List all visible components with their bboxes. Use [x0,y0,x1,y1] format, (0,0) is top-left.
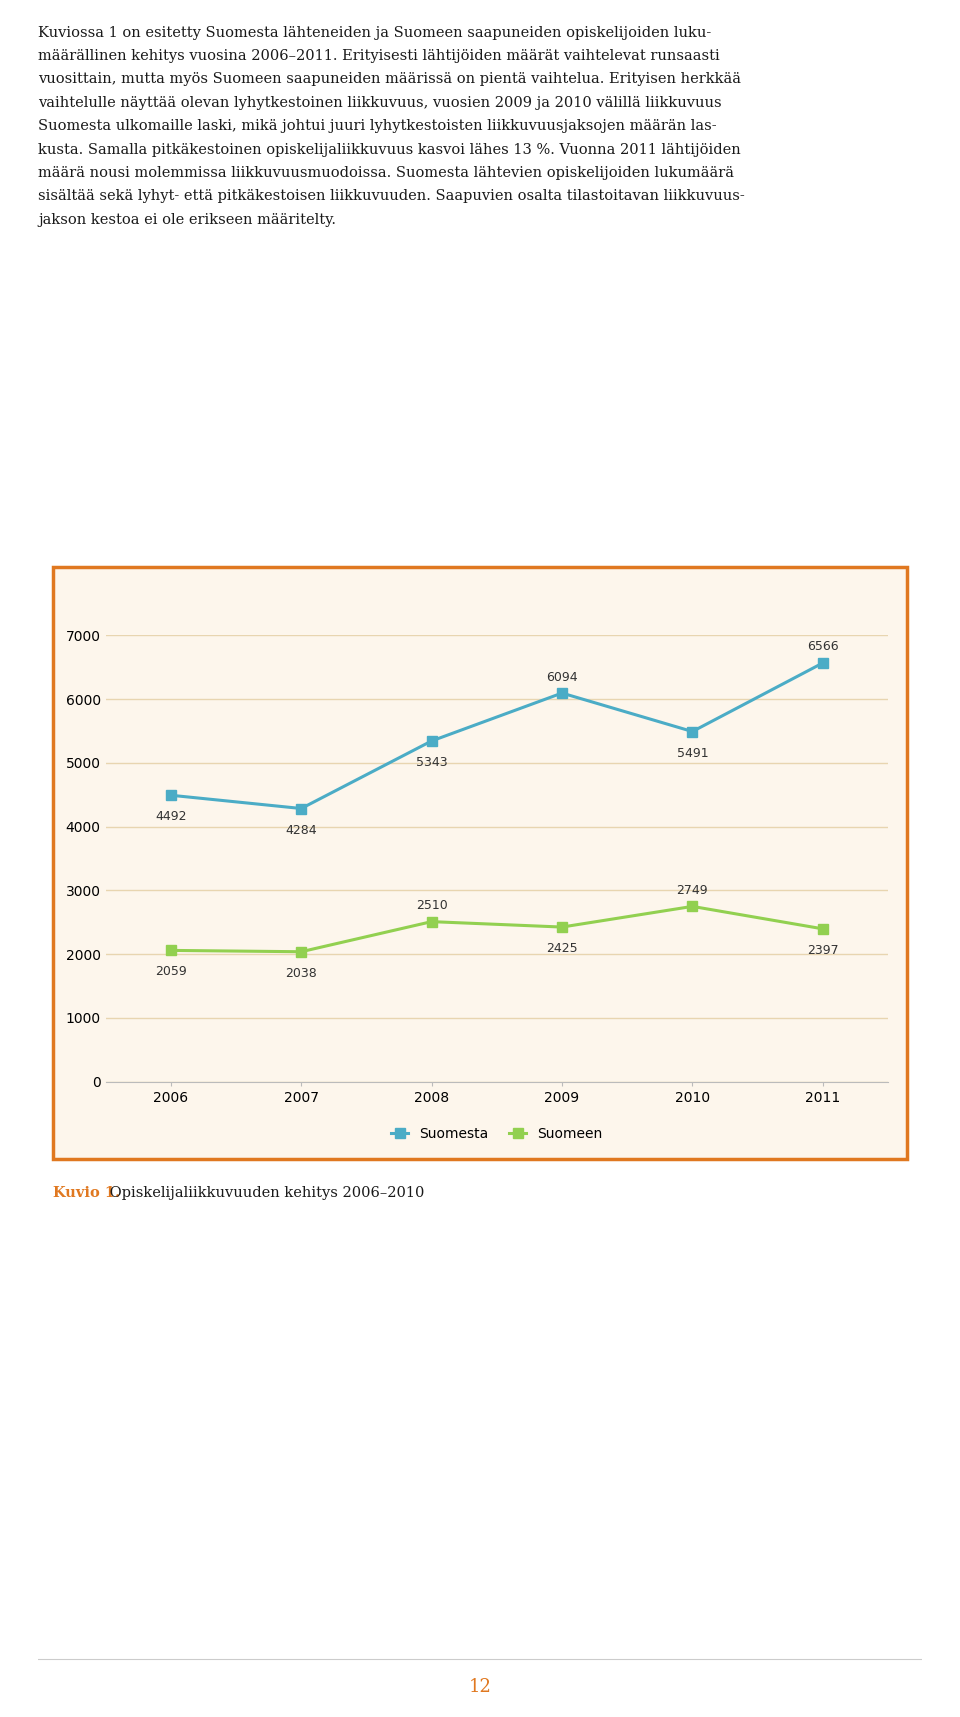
Text: 6094: 6094 [546,671,578,683]
Text: Opiskelijaliikkuvuuden kehitys 2006–2010: Opiskelijaliikkuvuuden kehitys 2006–2010 [106,1186,424,1200]
Legend: Suomesta, Suomeen: Suomesta, Suomeen [386,1121,608,1147]
Text: 2749: 2749 [677,884,708,896]
Text: Kuviossa 1 on esitetty Suomesta lähteneiden ja Suomeen saapuneiden opiskelijoide: Kuviossa 1 on esitetty Suomesta lähtenei… [38,26,745,227]
Text: 2510: 2510 [416,900,447,912]
Text: 5491: 5491 [677,747,708,759]
Text: 6566: 6566 [807,640,839,654]
Text: 12: 12 [468,1678,492,1696]
Text: 5343: 5343 [416,755,447,769]
Text: 2425: 2425 [546,943,578,955]
Text: 4284: 4284 [285,824,317,836]
Text: 2397: 2397 [807,944,839,956]
Text: Kuvio 1.: Kuvio 1. [53,1186,120,1200]
Text: 4492: 4492 [156,810,186,822]
Text: 2038: 2038 [285,967,317,980]
Text: 2059: 2059 [155,965,186,979]
